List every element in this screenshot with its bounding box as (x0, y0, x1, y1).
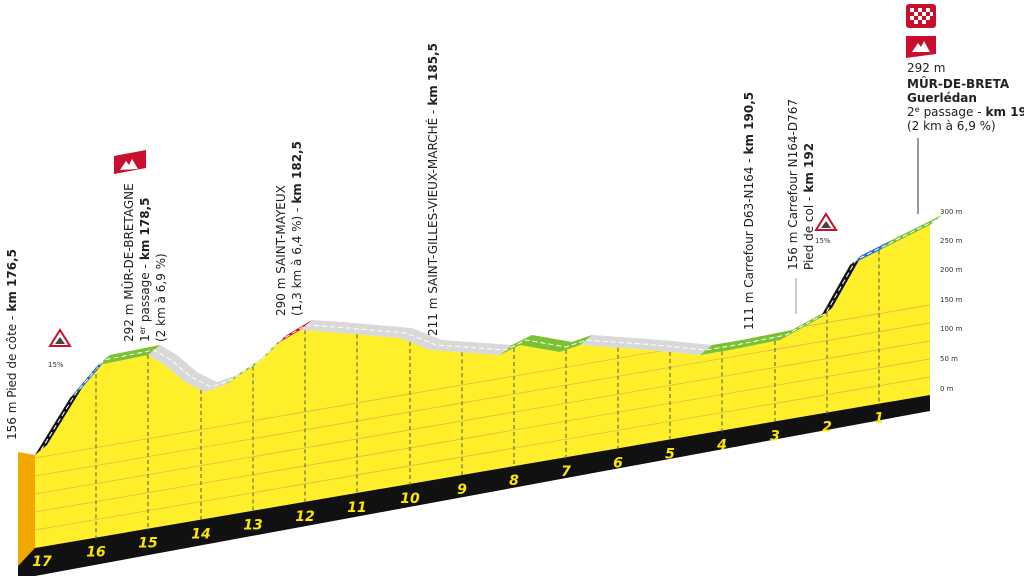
label-text: 290 m SAINT-MAYEUX (274, 185, 288, 316)
label-km: km 185,5 (426, 43, 440, 106)
km-marker: 7 (561, 464, 571, 480)
altitude-label: 300 m (940, 208, 963, 216)
left-face (18, 452, 35, 573)
km-marker: 6 (613, 455, 623, 471)
km-marker: 16 (86, 545, 106, 561)
label-text: (1,3 km à 6,4 %) - (290, 208, 304, 316)
altitude-label: 0 m (940, 385, 954, 393)
climb-label: 290 m SAINT-MAYEUX (274, 185, 288, 316)
climb-icon (114, 150, 146, 174)
labels: 300 m 250 m 200 m 150 m 100 m 50 m 0 m 15% 15% 15… (5, 43, 1024, 440)
climb-label: Pied de col - km 192 (802, 143, 816, 270)
profile: 17 16 15 14 13 12 11 10 9 8 7 6 5 4 3 2 1 (18, 215, 942, 576)
km-marker: 12 (295, 509, 314, 525)
km-marker: 1 (874, 411, 884, 427)
finish-name: MÛR-DE-BRETA (907, 76, 1010, 91)
label-sup: e (915, 105, 920, 114)
climb-label: (1,3 km à 6,4 %) - km 182,5 (290, 141, 304, 316)
label-km: km 192 (802, 143, 816, 193)
label-text: 111 m Carrefour D63-N164 - (742, 158, 756, 330)
climb-label: 292 m MÛR-DE-BRETAGNE (121, 183, 136, 342)
km-marker: 3 (770, 428, 780, 444)
road-line (40, 219, 937, 451)
label-text: passage - (138, 264, 152, 322)
label-text: passage - (924, 105, 982, 119)
label-km: km 176,5 (5, 249, 19, 312)
top-surface (820, 255, 862, 318)
top-surface (500, 335, 592, 355)
finish-passage: 2e passage - km 19 (907, 105, 1024, 119)
climb-label: 1er passage - km 178,5 (138, 198, 152, 342)
label-text: 292 m MÛR-DE-BRETAGNE (121, 183, 136, 342)
altitude-label: 50 m (940, 355, 958, 363)
gradient-label: 15% (48, 361, 64, 369)
km-marker: 10 (400, 491, 420, 507)
gradient-icon (48, 328, 72, 347)
finish-climb: (2 km à 6,9 %) (907, 119, 996, 133)
altitude-label: 150 m (940, 296, 963, 304)
top-surface (98, 345, 160, 365)
km-marker: 11 (347, 500, 366, 516)
km-marker: 2 (822, 420, 832, 436)
km-marker: 15 (138, 536, 158, 552)
label-text: 156 m Carrefour N164-D767 (786, 99, 800, 270)
climb-label: 156 m Carrefour N164-D767 (786, 99, 800, 270)
label-text: 1 (138, 334, 152, 342)
label-sup: er (138, 325, 147, 334)
face-stripe (35, 358, 930, 513)
altitude-label: 250 m (940, 237, 963, 245)
label-km: km 19 (986, 105, 1024, 119)
km-marker: 5 (665, 446, 675, 462)
label-text: 156 m Pied de côte - (5, 316, 19, 440)
face-stripe (35, 376, 930, 531)
label-km: km 190,5 (742, 92, 756, 155)
gradient-icon (814, 212, 838, 231)
top-surface (700, 308, 832, 355)
ground-strip (18, 394, 930, 576)
climb-label: 111 m Carrefour D63-N164 - km 190,5 (742, 92, 756, 330)
km-marker: 8 (509, 473, 519, 489)
face-stripe (35, 322, 930, 477)
label-text: Pied de col - (802, 197, 816, 270)
finish-place: Guerlédan (907, 91, 977, 105)
label-text: 2 (907, 105, 915, 119)
climb-label: (2 km à 6,9 %) (154, 253, 168, 342)
climb-icon (906, 36, 936, 58)
front-face (35, 225, 930, 548)
km-marker: 9 (457, 482, 467, 498)
km-marker: 14 (191, 527, 210, 543)
finish-flag-icon (906, 4, 936, 28)
face-stripe (35, 340, 930, 495)
label-text: 211 m SAINT-GILLES-VIEUX-MARCHÉ - (425, 110, 440, 336)
altitude-label: 200 m (940, 266, 963, 274)
gradient-label: 15% (815, 237, 831, 245)
km-marker: 13 (243, 518, 262, 534)
km-marker: 4 (716, 438, 727, 454)
climb-label: 156 m Pied de côte - km 176,5 (5, 249, 19, 440)
finish-altitude: 292 m (907, 61, 945, 75)
climb-label: 211 m SAINT-GILLES-VIEUX-MARCHÉ - km 185,… (425, 43, 440, 336)
label-text: (2 km à 6,9 %) (154, 253, 168, 342)
label-km: km 182,5 (290, 141, 304, 204)
altitude-label: 100 m (940, 325, 963, 333)
label-km: km 178,5 (138, 198, 152, 261)
km-marker: 17 (32, 554, 52, 570)
